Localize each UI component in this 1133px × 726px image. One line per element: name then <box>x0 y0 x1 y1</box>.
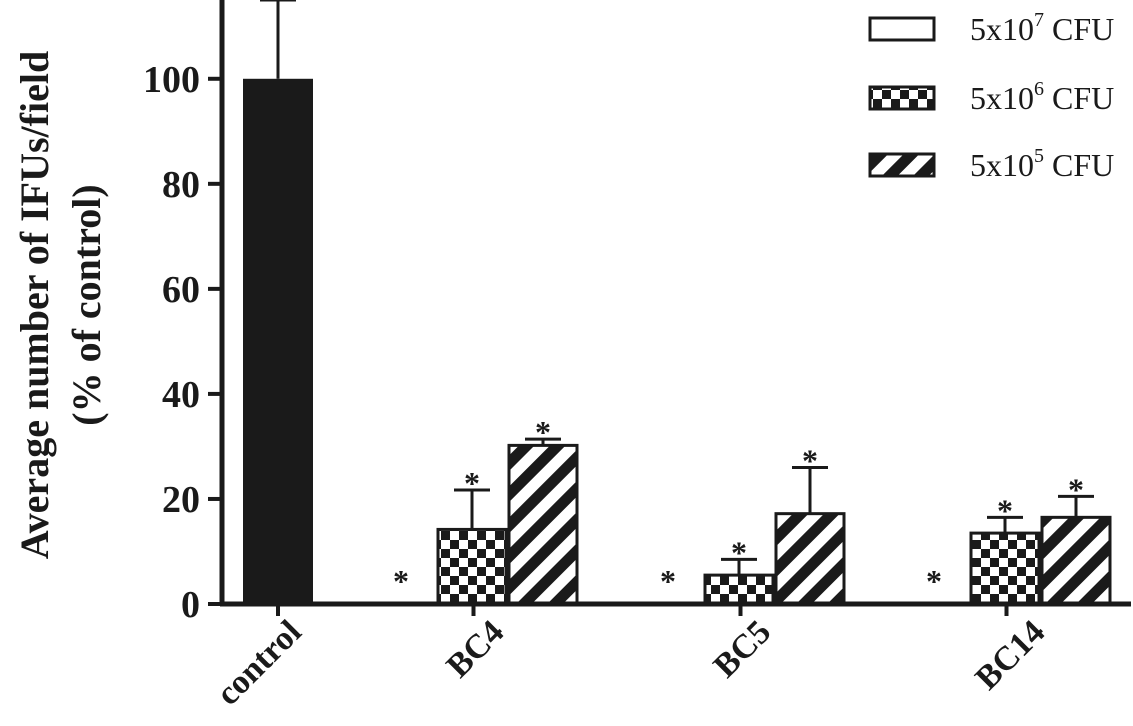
y-tick-label: 60 <box>162 269 200 311</box>
significance-star: * <box>802 442 818 478</box>
significance-star: * <box>926 563 942 599</box>
significance-star: * <box>731 534 747 570</box>
category-label-BC4: BC4 <box>440 613 512 685</box>
error-bar-BC5-series2 <box>792 465 828 514</box>
bar-BC14-series2 <box>1040 515 1112 606</box>
bar-BC5-series1 <box>703 573 775 606</box>
significance-star: * <box>535 414 551 450</box>
significance-star: * <box>660 563 676 599</box>
y-axis-label-line1: Average number of IFUs/field <box>12 51 57 559</box>
y-tick-label: 20 <box>162 479 200 521</box>
y-ticks: 0 20 40 60 80 100 <box>143 59 222 626</box>
legend-entry-1: 5x106 CFU <box>868 78 1114 116</box>
y-axis-label: Average number of IFUs/field (% of contr… <box>12 51 109 559</box>
legend-label: 5x105 CFU <box>970 145 1114 183</box>
category-label-control: control <box>209 613 308 712</box>
legend-swatch <box>868 152 936 178</box>
significance-star: * <box>393 563 409 599</box>
y-tick-label: 0 <box>181 584 200 626</box>
bar-BC4-series2 <box>507 443 579 606</box>
category-label-BC14: BC14 <box>969 613 1053 697</box>
legend-swatch <box>868 16 936 42</box>
plot-area: * * * * * * * * * <box>243 0 1112 606</box>
legend: 5x107 CFU 5x106 CFU 5x105 CFU <box>868 9 1114 183</box>
y-tick-label: 80 <box>162 164 200 206</box>
y-axis-label-line2: (% of control) <box>64 184 109 425</box>
error-bar-BC4-series2 <box>525 437 561 446</box>
legend-swatch <box>868 85 936 111</box>
y-tick-label: 100 <box>143 59 200 101</box>
bar-BC14-series1 <box>969 531 1041 606</box>
legend-entry-2: 5x105 CFU <box>868 145 1114 183</box>
legend-label: 5x106 CFU <box>970 78 1114 116</box>
bar-BC4-series1 <box>436 527 508 606</box>
legend-entry-0: 5x107 CFU <box>868 9 1114 47</box>
error-bar-control <box>260 0 296 79</box>
error-bar-BC4-series1 <box>454 488 490 530</box>
significance-star: * <box>997 492 1013 528</box>
significance-star: * <box>464 465 480 501</box>
category-label-BC5: BC5 <box>707 613 779 685</box>
category-labels: control BC4 BC5 BC14 <box>209 604 1052 713</box>
error-bar-BC14-series1 <box>987 515 1023 534</box>
bar-control <box>243 78 313 605</box>
y-tick-label: 40 <box>162 374 200 416</box>
legend-label: 5x107 CFU <box>970 9 1114 47</box>
error-bar-BC5-series1 <box>721 557 757 576</box>
significance-star: * <box>1068 471 1084 507</box>
error-bar-BC14-series2 <box>1058 494 1094 518</box>
bar-BC5-series2 <box>774 512 846 606</box>
axes <box>219 0 1131 607</box>
